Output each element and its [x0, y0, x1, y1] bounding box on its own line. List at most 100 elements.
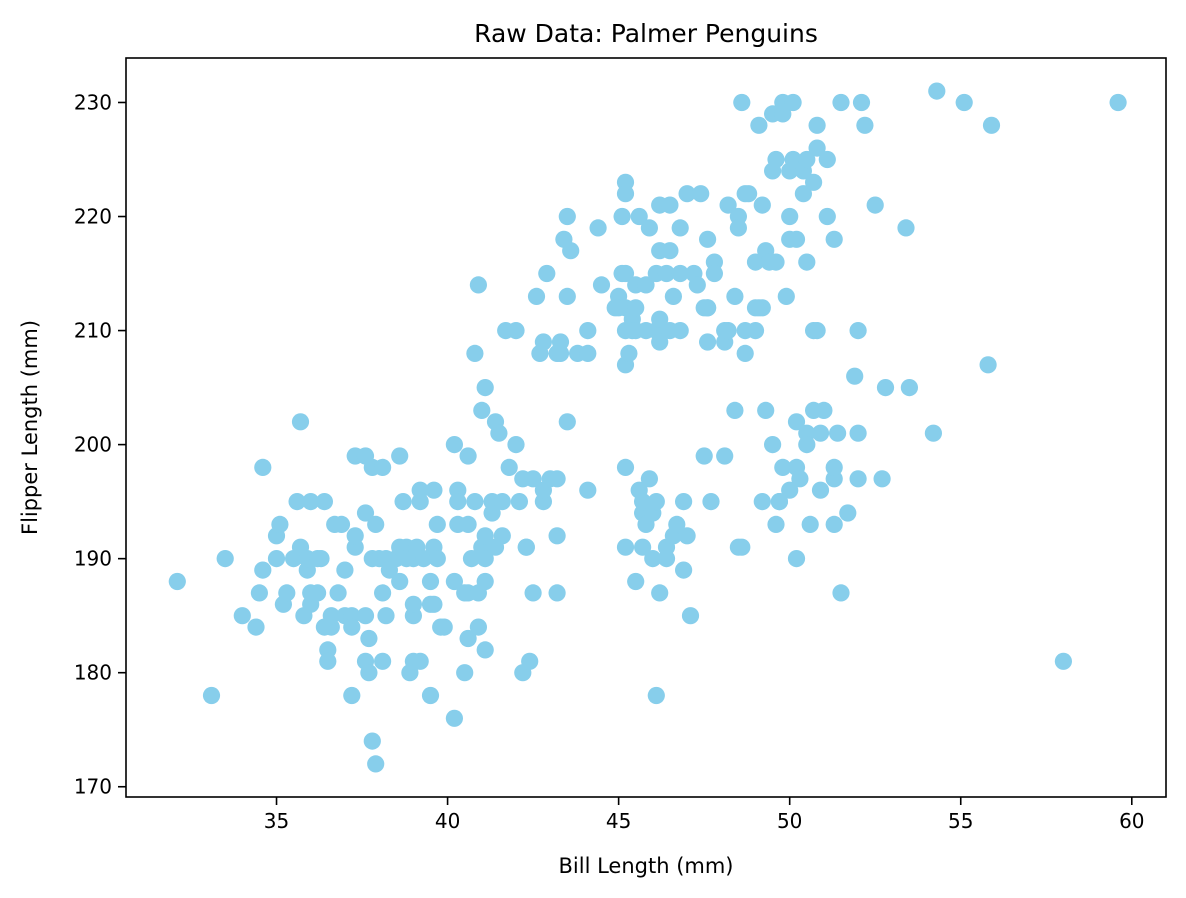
data-point: [873, 470, 891, 488]
data-point: [616, 264, 635, 283]
x-tick-label: 50: [777, 809, 802, 833]
data-point: [805, 173, 823, 191]
data-point: [459, 515, 477, 534]
data-point: [476, 572, 494, 591]
data-point: [753, 493, 771, 511]
data-point: [750, 116, 768, 134]
chart-title: Raw Data: Palmer Penguins: [474, 19, 818, 48]
data-point: [733, 538, 751, 556]
data-point: [719, 322, 737, 340]
data-point: [562, 242, 580, 260]
data-point: [777, 287, 795, 305]
data-point: [630, 207, 648, 226]
ticks-layer: 35 40 45 50 55 60 170 180 190 200 210 220 230: [74, 90, 1145, 833]
data-point: [476, 641, 494, 659]
data-point: [699, 230, 717, 248]
data-point: [640, 219, 659, 237]
data-point: [616, 458, 635, 476]
data-point: [849, 322, 867, 340]
points-layer: [168, 82, 1127, 773]
data-point: [291, 413, 310, 431]
data-point: [524, 470, 542, 488]
data-point: [924, 424, 943, 442]
data-point: [510, 493, 528, 511]
data-point: [462, 550, 481, 568]
data-point: [616, 185, 635, 203]
x-axis-label: Bill Length (mm): [559, 854, 734, 878]
data-point: [640, 470, 659, 488]
data-point: [794, 185, 813, 203]
data-point: [866, 196, 884, 214]
data-point: [377, 607, 395, 625]
data-point: [787, 550, 806, 568]
data-point: [815, 401, 833, 419]
data-point: [825, 230, 843, 248]
data-point: [811, 424, 830, 442]
data-point: [1054, 652, 1072, 670]
data-point: [955, 93, 973, 112]
data-point: [897, 219, 915, 237]
data-point: [428, 515, 446, 534]
data-point: [233, 607, 251, 625]
data-point: [346, 527, 364, 545]
data-point: [459, 447, 477, 465]
data-point: [900, 379, 919, 397]
data-point: [521, 652, 539, 670]
data-point: [729, 219, 748, 237]
data-point: [849, 470, 867, 488]
data-point: [798, 150, 816, 169]
data-point: [829, 424, 847, 442]
data-point: [740, 185, 758, 203]
data-point: [647, 493, 665, 511]
data-point: [558, 207, 576, 226]
y-axis-label: Flipper Length (mm): [18, 320, 42, 535]
data-point: [664, 287, 683, 305]
data-point: [445, 436, 463, 454]
y-tick-label: 180: [74, 661, 112, 685]
data-point: [671, 322, 689, 340]
data-point: [767, 253, 785, 271]
data-point: [688, 276, 706, 294]
x-tick-label: 55: [948, 809, 973, 833]
data-point: [278, 584, 296, 602]
data-point: [808, 116, 826, 134]
data-point: [367, 515, 385, 534]
data-point: [784, 150, 802, 169]
data-point: [374, 584, 392, 602]
data-point: [538, 264, 556, 283]
data-point: [391, 447, 409, 465]
data-point: [757, 401, 775, 419]
data-point: [661, 242, 679, 260]
data-point: [651, 584, 669, 602]
data-point: [770, 493, 789, 511]
data-point: [671, 264, 689, 283]
data-point: [548, 527, 566, 545]
data-point: [411, 481, 429, 499]
data-point: [360, 629, 378, 648]
data-point: [719, 196, 737, 214]
data-point: [832, 93, 850, 112]
data-point: [733, 93, 751, 112]
data-point: [428, 550, 446, 568]
data-point: [825, 458, 843, 476]
x-tick-label: 45: [606, 809, 631, 833]
data-point: [476, 527, 494, 545]
plot-frame: [125, 57, 1167, 798]
data-point: [548, 470, 566, 488]
data-point: [716, 447, 734, 465]
data-point: [493, 527, 511, 545]
data-point: [801, 515, 819, 534]
data-point: [490, 424, 508, 442]
data-point: [699, 333, 717, 351]
data-point: [681, 607, 700, 625]
data-point: [421, 572, 440, 591]
data-point: [832, 584, 850, 602]
data-point: [469, 618, 487, 636]
data-point: [613, 207, 631, 226]
data-point: [343, 618, 361, 636]
data-point: [856, 116, 874, 134]
data-point: [798, 253, 816, 271]
y-tick-label: 230: [74, 90, 112, 114]
data-point: [466, 493, 484, 511]
